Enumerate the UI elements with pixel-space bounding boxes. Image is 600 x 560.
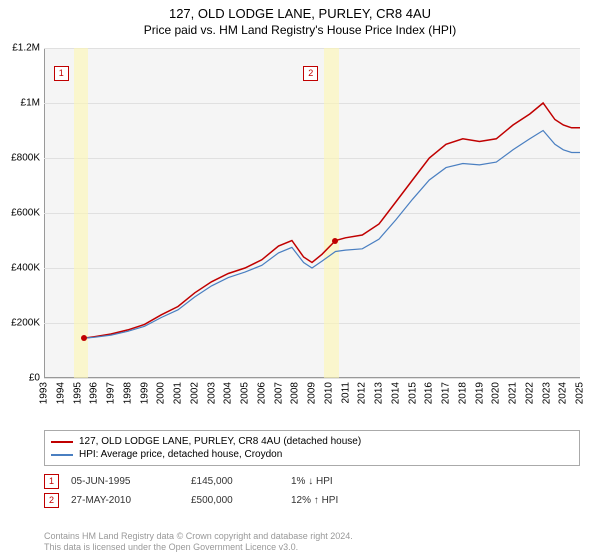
sale-price: £145,000 <box>191 476 291 487</box>
xtick-label: 2014 <box>390 382 401 404</box>
sale-date: 27-MAY-2010 <box>71 495 191 506</box>
chart-title-address: 127, OLD LODGE LANE, PURLEY, CR8 4AU <box>0 6 600 21</box>
xtick-label: 1995 <box>72 382 83 404</box>
legend-label: 127, OLD LODGE LANE, PURLEY, CR8 4AU (de… <box>79 436 361 447</box>
xtick-label: 2000 <box>156 382 167 404</box>
xtick-label: 2021 <box>508 382 519 404</box>
xtick-label: 1996 <box>89 382 100 404</box>
xtick-label: 2024 <box>558 382 569 404</box>
xtick-label: 2007 <box>273 382 284 404</box>
ytick-label: £600K <box>0 208 40 219</box>
ytick-label: £1.2M <box>0 43 40 54</box>
xtick-label: 2022 <box>524 382 535 404</box>
xtick-label: 1999 <box>139 382 150 404</box>
xtick-label: 2019 <box>474 382 485 404</box>
sale-price: £500,000 <box>191 495 291 506</box>
xtick-label: 2016 <box>424 382 435 404</box>
sale-row-marker: 2 <box>44 493 59 508</box>
footnote-line1: Contains HM Land Registry data © Crown c… <box>44 531 580 543</box>
ytick-label: £200K <box>0 318 40 329</box>
legend-and-sales: 127, OLD LODGE LANE, PURLEY, CR8 4AU (de… <box>44 430 580 510</box>
xtick-label: 2018 <box>457 382 468 404</box>
ytick-label: £1M <box>0 98 40 109</box>
xtick-label: 2023 <box>541 382 552 404</box>
ytick-label: £400K <box>0 263 40 274</box>
xtick-label: 2015 <box>407 382 418 404</box>
title-block: 127, OLD LODGE LANE, PURLEY, CR8 4AU Pri… <box>0 0 600 37</box>
legend-item: 127, OLD LODGE LANE, PURLEY, CR8 4AU (de… <box>51 435 573 448</box>
footnote-line2: This data is licensed under the Open Gov… <box>44 542 580 554</box>
xtick-label: 2008 <box>290 382 301 404</box>
xtick-label: 2025 <box>575 382 586 404</box>
gridline <box>44 378 580 379</box>
series-line <box>84 103 580 338</box>
ytick-label: £0 <box>0 373 40 384</box>
legend-swatch <box>51 454 73 456</box>
xtick-label: 2020 <box>491 382 502 404</box>
footnote: Contains HM Land Registry data © Crown c… <box>44 531 580 554</box>
xtick-label: 2002 <box>189 382 200 404</box>
sale-marker-1: 1 <box>54 66 69 81</box>
xtick-label: 1994 <box>55 382 66 404</box>
sale-row-marker: 1 <box>44 474 59 489</box>
xtick-label: 2011 <box>340 382 351 404</box>
chart-container: 127, OLD LODGE LANE, PURLEY, CR8 4AU Pri… <box>0 0 600 560</box>
series-line <box>84 131 580 339</box>
sale-hpi-delta: 12% ↑ HPI <box>291 495 411 506</box>
chart-subtitle: Price paid vs. HM Land Registry's House … <box>0 23 600 37</box>
sale-point-dot <box>332 238 338 244</box>
xtick-label: 2001 <box>173 382 184 404</box>
xtick-label: 2004 <box>223 382 234 404</box>
sale-row: 2 27-MAY-2010£500,00012% ↑ HPI <box>44 491 580 510</box>
ytick-label: £800K <box>0 153 40 164</box>
line-layer <box>44 48 580 378</box>
sale-date: 05-JUN-1995 <box>71 476 191 487</box>
legend-item: HPI: Average price, detached house, Croy… <box>51 448 573 461</box>
xtick-label: 2010 <box>323 382 334 404</box>
legend-swatch <box>51 441 73 443</box>
sale-point-dot <box>81 335 87 341</box>
xtick-label: 1997 <box>106 382 117 404</box>
xtick-label: 2006 <box>256 382 267 404</box>
legend-label: HPI: Average price, detached house, Croy… <box>79 449 282 460</box>
sale-row: 1 05-JUN-1995£145,0001% ↓ HPI <box>44 472 580 491</box>
xtick-label: 2003 <box>206 382 217 404</box>
chart-plot-area: 12 £0£200K£400K£600K£800K£1M£1.2M 199319… <box>44 48 580 378</box>
sales-table: 1 05-JUN-1995£145,0001% ↓ HPI 2 27-MAY-2010… <box>44 472 580 510</box>
xtick-label: 2009 <box>307 382 318 404</box>
xtick-label: 2017 <box>441 382 452 404</box>
xtick-label: 1993 <box>39 382 50 404</box>
sale-hpi-delta: 1% ↓ HPI <box>291 476 411 487</box>
sale-marker-2: 2 <box>303 66 318 81</box>
xtick-label: 2012 <box>357 382 368 404</box>
xtick-label: 2013 <box>374 382 385 404</box>
xtick-label: 1998 <box>122 382 133 404</box>
xtick-label: 2005 <box>240 382 251 404</box>
legend-frame: 127, OLD LODGE LANE, PURLEY, CR8 4AU (de… <box>44 430 580 466</box>
